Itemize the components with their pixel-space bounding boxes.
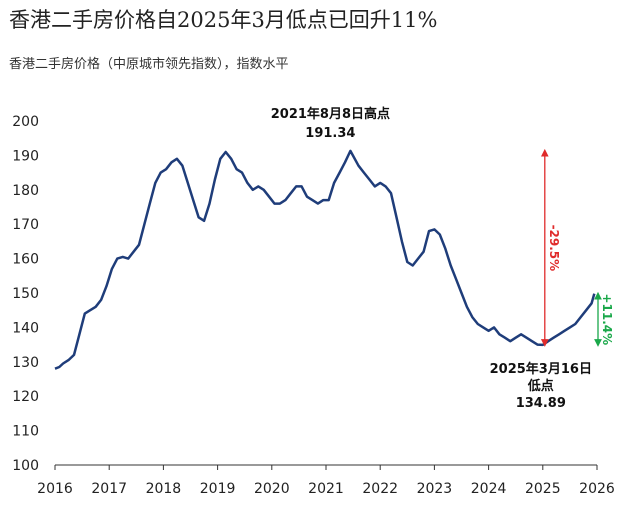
y-tick-label: 160 [12, 252, 39, 268]
y-tick-label: 100 [12, 458, 39, 474]
y-tick-label: 180 [12, 183, 39, 199]
rebound-percent-label: +11.4% [600, 293, 614, 345]
chart-title: 香港二手房价格自2025年3月低点已回升11% [9, 8, 438, 32]
x-tick-label: 2026 [579, 481, 615, 497]
x-tick-label: 2019 [200, 481, 236, 497]
x-tick-label: 2017 [91, 481, 127, 497]
y-tick-label: 200 [12, 114, 39, 130]
y-tick-label: 120 [12, 389, 39, 405]
y-axis-ticks: 100 110 120 130 140 150 160 170 180 190 200 [12, 114, 39, 474]
y-tick-label: 150 [12, 286, 39, 302]
y-tick-label: 190 [12, 148, 39, 164]
peak-value-label: 191.34 [305, 126, 355, 141]
peak-date-label: 2021年8月8日高点 [271, 106, 390, 122]
decline-percent-label: -29.5% [547, 225, 561, 272]
y-tick-label: 110 [12, 424, 39, 440]
y-tick-label: 140 [12, 320, 39, 336]
x-tick-label: 2024 [471, 481, 507, 497]
x-tick-label: 2025 [525, 481, 561, 497]
x-tick-label: 2016 [37, 481, 73, 497]
chart-subtitle: 香港二手房价格（中原城市领先指数），指数水平 [9, 57, 289, 72]
series-line-price-index [54, 149, 596, 370]
x-tick-label: 2023 [417, 481, 453, 497]
y-tick-label: 130 [12, 355, 39, 371]
y-tick-label: 170 [12, 217, 39, 233]
trough-date-label: 2025年3月16日 [490, 361, 592, 377]
x-axis-ticks: 2016 2017 2018 2019 2020 2021 2022 2023 2024 2025… [37, 465, 615, 497]
x-tick-label: 2020 [254, 481, 290, 497]
x-tick-label: 2022 [362, 481, 398, 497]
x-tick-label: 2018 [146, 481, 182, 497]
trough-word-label: 低点 [527, 378, 554, 394]
x-tick-label: 2021 [308, 481, 344, 497]
trough-value-label: 134.89 [516, 396, 566, 411]
